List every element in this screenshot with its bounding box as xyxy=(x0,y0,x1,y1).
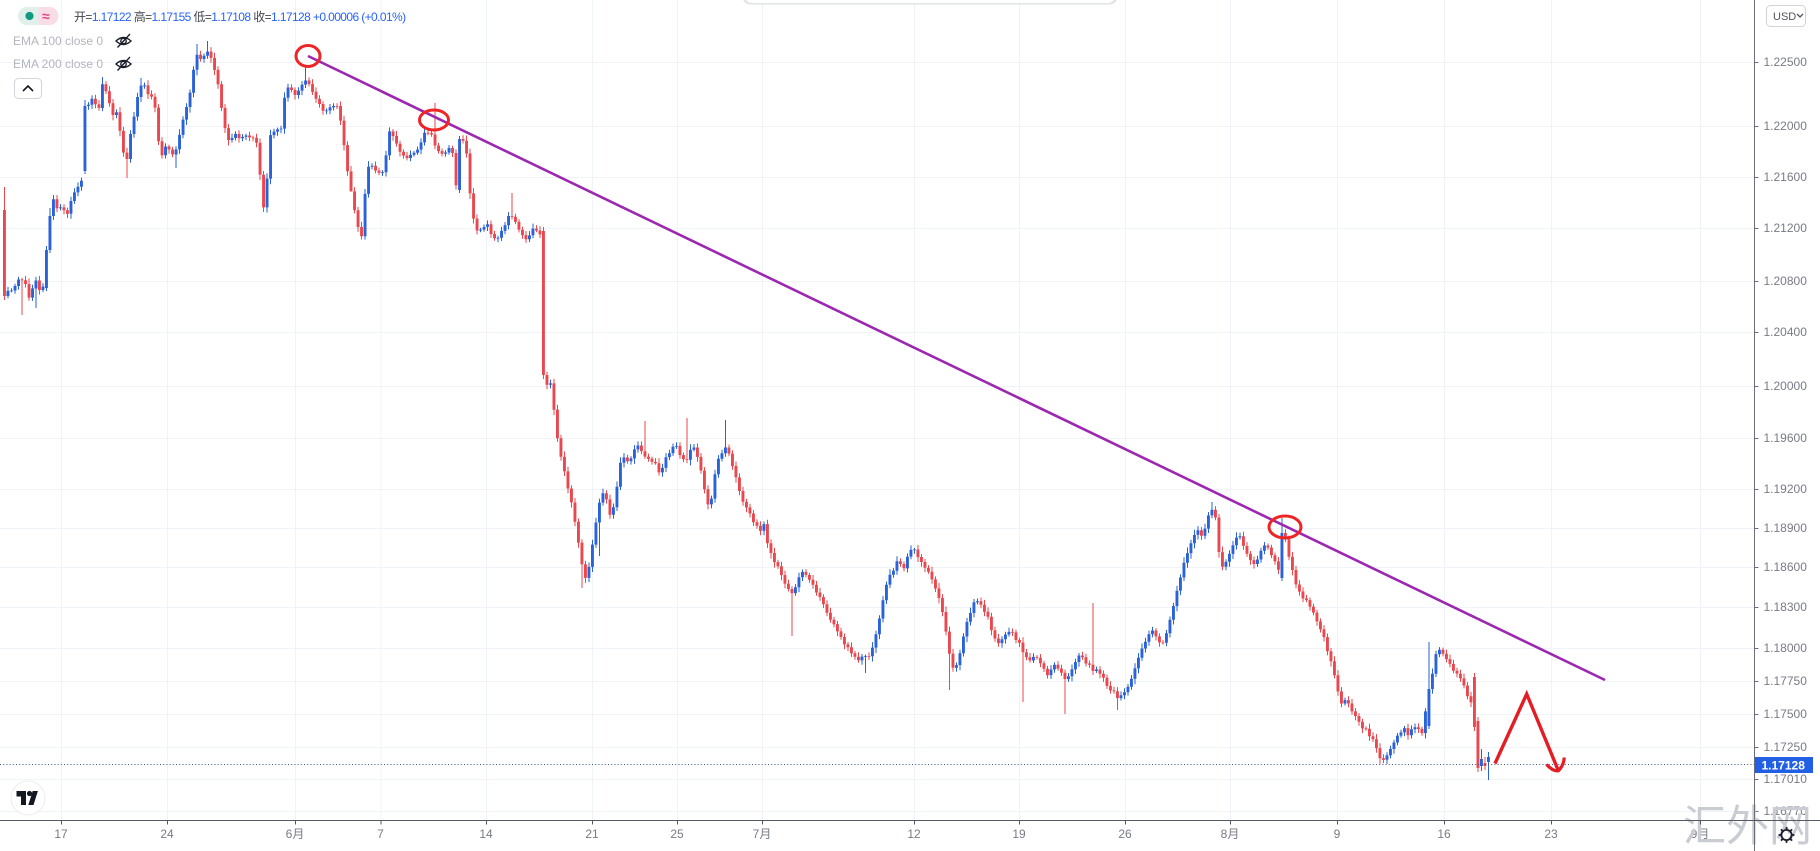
svg-text:≈: ≈ xyxy=(42,8,50,24)
svg-text:汇外网: 汇外网 xyxy=(1683,803,1812,851)
svg-text:25: 25 xyxy=(670,827,684,841)
svg-text:16: 16 xyxy=(1437,827,1451,841)
svg-text:USD: USD xyxy=(1773,11,1796,23)
svg-text:21: 21 xyxy=(585,827,599,841)
svg-text:19: 19 xyxy=(1012,827,1026,841)
svg-text:1.19200: 1.19200 xyxy=(1764,482,1808,496)
svg-text:1.21600: 1.21600 xyxy=(1764,170,1808,184)
svg-text:1.16770: 1.16770 xyxy=(1764,804,1808,818)
svg-text:1.22000: 1.22000 xyxy=(1764,119,1808,133)
svg-text:14: 14 xyxy=(479,827,493,841)
svg-text:1.17500: 1.17500 xyxy=(1764,707,1808,721)
svg-text:6月: 6月 xyxy=(286,827,305,841)
svg-text:9: 9 xyxy=(1334,827,1341,841)
svg-text:1.17750: 1.17750 xyxy=(1764,674,1808,688)
svg-text:EMA 100 close 0: EMA 100 close 0 xyxy=(13,34,103,48)
svg-text:7: 7 xyxy=(377,827,384,841)
svg-text:1.17128: 1.17128 xyxy=(1762,759,1806,773)
svg-text:8月: 8月 xyxy=(1221,827,1240,841)
svg-text:1.21200: 1.21200 xyxy=(1764,221,1808,235)
svg-text:9月: 9月 xyxy=(1691,827,1710,841)
svg-text:1.17250: 1.17250 xyxy=(1764,740,1808,754)
svg-text:1.19600: 1.19600 xyxy=(1764,431,1808,445)
svg-text:开=1.17122 高=1.17155 低=1.17108: 开=1.17122 高=1.17155 低=1.17108 收=1.17128 … xyxy=(74,9,406,24)
svg-text:12: 12 xyxy=(907,827,921,841)
svg-text:EMA 200 close 0: EMA 200 close 0 xyxy=(13,57,103,71)
svg-text:26: 26 xyxy=(1118,827,1132,841)
svg-text:1.18300: 1.18300 xyxy=(1764,600,1808,614)
svg-text:1.17010: 1.17010 xyxy=(1764,772,1808,786)
svg-text:1.20000: 1.20000 xyxy=(1764,379,1808,393)
svg-text:7月: 7月 xyxy=(753,827,772,841)
svg-text:1.18600: 1.18600 xyxy=(1764,560,1808,574)
svg-text:24: 24 xyxy=(160,827,174,841)
svg-text:1.18900: 1.18900 xyxy=(1764,521,1808,535)
svg-text:1.18000: 1.18000 xyxy=(1764,641,1808,655)
svg-text:1.20800: 1.20800 xyxy=(1764,274,1808,288)
svg-text:23: 23 xyxy=(1544,827,1558,841)
svg-text:1.20400: 1.20400 xyxy=(1764,325,1808,339)
svg-text:17: 17 xyxy=(54,827,68,841)
svg-text:1.22500: 1.22500 xyxy=(1764,55,1808,69)
